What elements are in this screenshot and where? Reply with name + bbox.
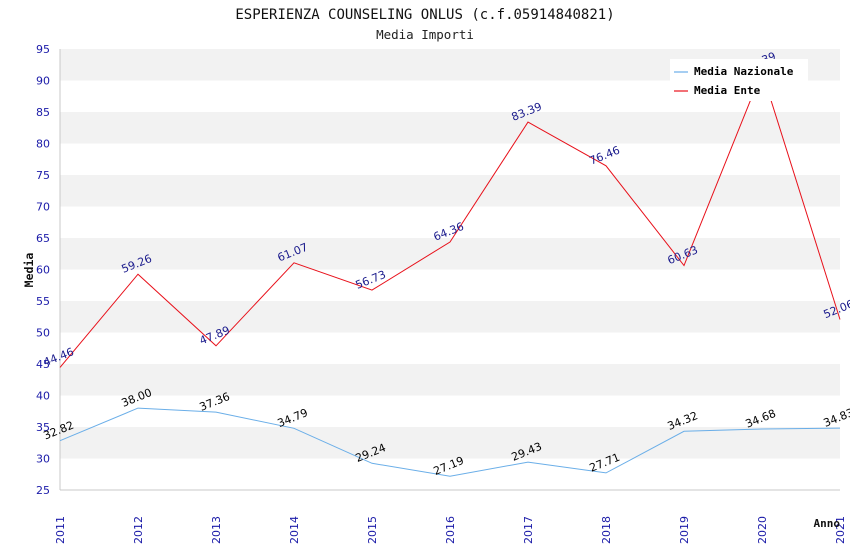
grid-band [60, 112, 840, 144]
series-line-media-ente [59, 70, 841, 368]
x-tick-label: 2020 [756, 516, 769, 544]
grid-band [60, 427, 840, 459]
grid-band [60, 238, 840, 270]
legend-label-media-ente: Media Ente [694, 84, 761, 97]
grid-band [60, 206, 840, 238]
legend-box [670, 59, 808, 101]
y-tick-label: 35 [36, 421, 50, 434]
y-tick-label: 95 [36, 43, 50, 56]
y-tick-label: 75 [36, 169, 50, 182]
legend: Media Nazionale Media Ente [670, 59, 808, 101]
y-axis-ticks: 25 30 35 40 45 50 55 60 65 70 75 80 85 90 95 [36, 43, 50, 497]
grid-band [60, 364, 840, 396]
chart-subtitle: Media Importi [376, 27, 474, 42]
x-tick-label: 2019 [678, 516, 691, 544]
y-tick-label: 80 [36, 138, 50, 151]
x-tick-label: 2021 [834, 516, 847, 544]
x-tick-label: 2016 [444, 516, 457, 544]
x-axis-label: Anno [814, 517, 841, 530]
x-axis-ticks: 2011 2012 2013 2014 2015 2016 2017 2018 2019 2020… [54, 516, 847, 544]
y-tick-label: 30 [36, 453, 50, 466]
y-tick-label: 90 [36, 75, 50, 88]
x-tick-label: 2012 [132, 516, 145, 544]
grid-band [60, 143, 840, 175]
series-line-media-nazionale [59, 407, 841, 477]
y-tick-label: 55 [36, 295, 50, 308]
y-tick-label: 45 [36, 358, 50, 371]
legend-label-media-nazionale: Media Nazionale [694, 65, 794, 78]
x-tick-label: 2011 [54, 516, 67, 544]
grid-bands [59, 49, 840, 491]
grid-band [60, 301, 840, 333]
series-group [59, 70, 841, 477]
x-tick-label: 2015 [366, 516, 379, 544]
y-axis-label: Media [22, 253, 36, 288]
x-tick-label: 2017 [522, 516, 535, 544]
y-tick-label: 60 [36, 264, 50, 277]
y-tick-label: 85 [36, 106, 50, 119]
y-tick-label: 70 [36, 201, 50, 214]
x-tick-label: 2014 [288, 516, 301, 544]
grid-band [60, 458, 840, 490]
grid-band [60, 332, 840, 364]
grid-band [60, 175, 840, 207]
y-tick-label: 50 [36, 327, 50, 340]
chart-title: ESPERIENZA COUNSELING ONLUS (c.f.0591484… [235, 7, 614, 23]
y-tick-label: 25 [36, 484, 50, 497]
y-tick-label: 40 [36, 390, 50, 403]
x-tick-label: 2018 [600, 516, 613, 544]
grid-band [60, 395, 840, 427]
y-tick-label: 65 [36, 232, 50, 245]
x-tick-label: 2013 [210, 516, 223, 544]
grid-band [60, 269, 840, 301]
